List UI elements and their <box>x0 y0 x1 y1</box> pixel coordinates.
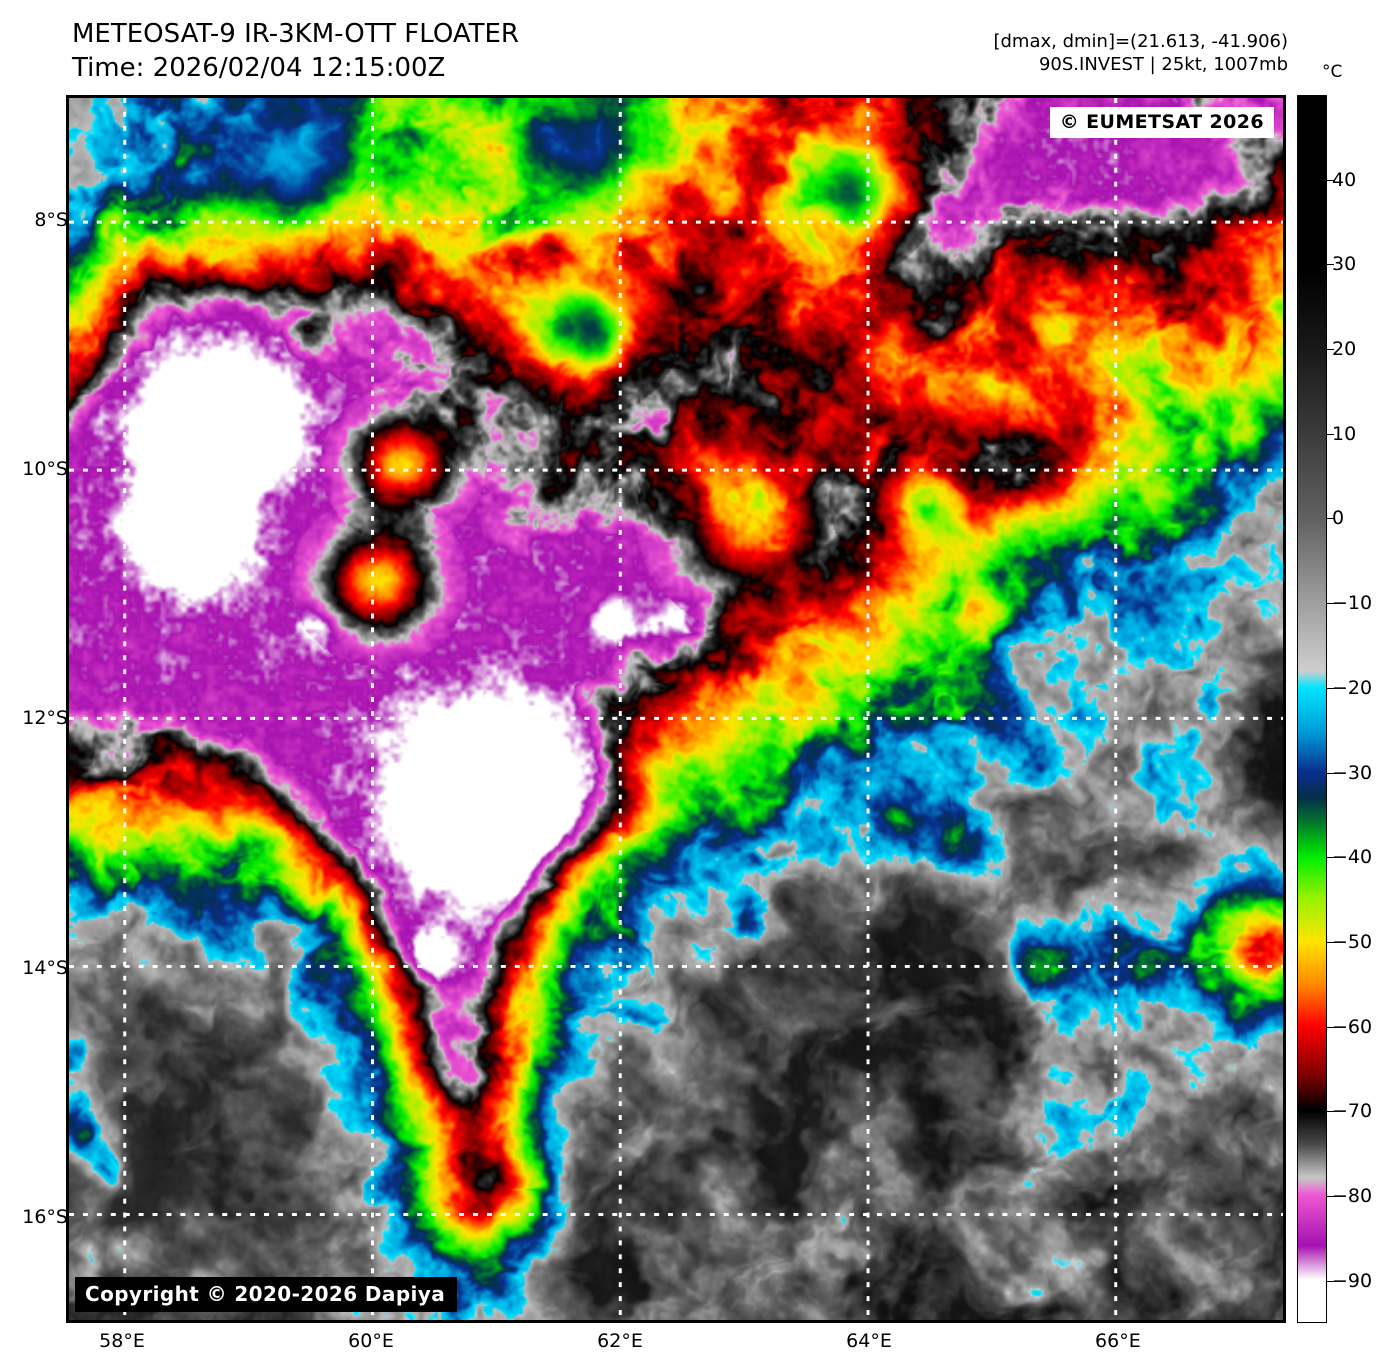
colorbar-tick-30: 30 <box>1332 253 1357 276</box>
colorbar-tickmark-13 <box>1327 1280 1334 1282</box>
colorbar-tick-−30: −30 <box>1332 761 1373 784</box>
colorbar-tick-−20: −20 <box>1332 676 1373 699</box>
colorbar-tickmark-1 <box>1327 264 1334 266</box>
colorbar-tick-−80: −80 <box>1332 1185 1373 1207</box>
colorbar-tick-−10: −10 <box>1332 592 1373 615</box>
colorbar-tickmark-3 <box>1327 433 1334 435</box>
colorbar-tick-−50: −50 <box>1332 930 1373 953</box>
colorbar-tickmark-11 <box>1327 1111 1334 1113</box>
x-axis-tick-58°E: 58°E <box>99 1330 145 1352</box>
colorbar-unit-label: °C <box>1322 62 1343 82</box>
colorbar-tick-−60: −60 <box>1332 1015 1373 1038</box>
dmax-dmin-label: [dmax, dmin]=(21.613, -41.906) <box>993 31 1288 52</box>
x-axis-tick-60°E: 60°E <box>348 1330 394 1352</box>
title-block: METEOSAT-9 IR-3KM-OTT FLOATER Time: 2026… <box>72 18 519 86</box>
temperature-colorbar <box>1297 95 1327 1323</box>
colorbar-tickmark-0 <box>1327 179 1334 181</box>
lat-lon-grid <box>69 98 1283 1320</box>
satellite-image-plot: © EUMETSAT 2026 Copyright © 2020-2026 Da… <box>66 95 1286 1323</box>
metadata-block: [dmax, dmin]=(21.613, -41.906) 90S.INVES… <box>993 30 1288 76</box>
x-axis-tick-66°E: 66°E <box>1095 1330 1141 1352</box>
x-axis-tick-64°E: 64°E <box>846 1330 892 1352</box>
colorbar-tickmark-12 <box>1327 1196 1334 1197</box>
colorbar-tickmark-9 <box>1327 941 1334 943</box>
colorbar-tickmark-10 <box>1327 1026 1334 1028</box>
colorbar-gradient <box>1298 96 1326 1322</box>
colorbar-tickmark-2 <box>1327 349 1334 351</box>
y-axis-tick-16°S: 16°S <box>22 1206 68 1228</box>
colorbar-tick-0: 0 <box>1332 507 1345 530</box>
colorbar-tick-20: 20 <box>1332 338 1357 361</box>
colorbar-tickmark-5 <box>1327 603 1334 605</box>
y-axis-tick-10°S: 10°S <box>22 458 68 480</box>
dapiya-copyright-badge: Copyright © 2020-2026 Dapiya <box>75 1277 458 1312</box>
x-axis-tick-62°E: 62°E <box>597 1330 643 1352</box>
colorbar-tickmark-8 <box>1327 857 1334 859</box>
colorbar-tickmark-6 <box>1327 687 1334 689</box>
timestamp-label: Time: 2026/02/04 12:15:00Z <box>72 52 446 83</box>
satellite-imagery-canvas <box>69 98 1283 1320</box>
colorbar-tick-40: 40 <box>1332 168 1357 191</box>
colorbar-tick-−90: −90 <box>1332 1269 1373 1292</box>
colorbar-tick-−40: −40 <box>1332 846 1373 869</box>
y-axis-tick-8°S: 8°S <box>34 208 68 231</box>
colorbar-tick-−70: −70 <box>1332 1100 1373 1123</box>
colorbar-tickmark-7 <box>1327 772 1334 774</box>
eumetsat-copyright-badge: © EUMETSAT 2026 <box>1049 107 1274 138</box>
storm-info-label: 90S.INVEST | 25kt, 1007mb <box>1038 54 1288 76</box>
y-axis-tick-12°S: 12°S <box>22 707 68 730</box>
colorbar-tick-10: 10 <box>1332 422 1357 445</box>
colorbar-tickmark-4 <box>1327 518 1334 520</box>
y-axis-tick-14°S: 14°S <box>22 956 68 979</box>
page-title: METEOSAT-9 IR-3KM-OTT FLOATER <box>72 19 519 49</box>
